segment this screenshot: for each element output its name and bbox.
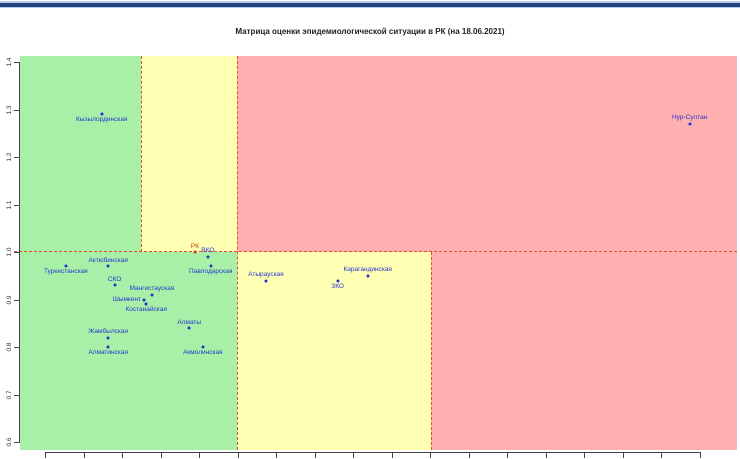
- data-point-marker: [64, 264, 68, 268]
- y-axis-tick: [14, 442, 20, 443]
- zone-top-green: [20, 56, 142, 252]
- x-axis-tick: [661, 453, 662, 458]
- x-axis-tick: [83, 453, 85, 458]
- data-point-label: ЗКО: [331, 282, 344, 290]
- data-point-marker: [336, 279, 340, 282]
- zone-bottom-green: [20, 252, 238, 450]
- data-point-marker: [100, 112, 104, 116]
- data-point-label: Кызылординская: [76, 116, 128, 124]
- x-axis-tick: [468, 453, 470, 458]
- chart-title: Матрица оценки эпидемиологической ситуац…: [235, 27, 505, 36]
- data-point-label: Шымкент: [112, 295, 142, 303]
- data-point-label: Алматинская: [88, 349, 129, 356]
- data-point-label: Костанайская: [125, 306, 167, 314]
- y-tick-label: 1.3: [5, 104, 13, 115]
- data-point-label: Жамбылская: [88, 328, 129, 335]
- x-axis-tick: [507, 453, 508, 458]
- x-axis-tick: [622, 453, 624, 458]
- y-axis-tick: [14, 109, 20, 111]
- data-point-marker: [150, 293, 154, 297]
- data-point-label: РК: [190, 242, 199, 250]
- y-axis-tick: [14, 157, 20, 158]
- data-point-marker: [142, 298, 146, 301]
- y-axis-tick: [14, 252, 20, 253]
- y-axis-tick: [14, 394, 20, 396]
- data-point-label: Мангистауская: [129, 285, 175, 293]
- x-axis-tick: [430, 453, 431, 458]
- x-axis-tick: [353, 453, 354, 458]
- zone-top-red: [237, 56, 737, 252]
- data-point-label: СКО: [107, 275, 122, 283]
- x-axis-tick: [699, 453, 701, 458]
- x-axis-tick: [584, 453, 585, 458]
- data-point-marker: [144, 302, 148, 306]
- data-point-marker: [106, 264, 110, 268]
- data-point-label: Нур-Султан: [671, 114, 708, 122]
- zone-top-yellow: [141, 56, 238, 252]
- zone-bottom-yellow: [237, 252, 431, 450]
- data-point-marker: [206, 255, 210, 259]
- data-point-marker: [193, 250, 197, 254]
- data-point-label: Актюбинская: [88, 256, 128, 264]
- data-point-label: Акмолинская: [183, 349, 223, 356]
- y-tick-label: 0.7: [5, 389, 13, 400]
- data-point-label: Алматы: [177, 318, 202, 326]
- y-axis-tick: [14, 299, 20, 301]
- y-tick-label: 1.0: [5, 247, 13, 257]
- data-point-marker: [113, 283, 117, 287]
- data-point-marker: [106, 345, 110, 349]
- x-axis-tick: [545, 453, 547, 458]
- data-point-label: Павлодарская: [189, 268, 233, 276]
- y-tick-label: 1.4: [5, 57, 13, 67]
- y-axis-tick: [14, 204, 20, 206]
- data-point-label: Атырауская: [248, 271, 284, 278]
- x-axis-tick: [122, 453, 123, 458]
- y-tick-label: 1.1: [5, 199, 13, 210]
- x-axis-tick: [199, 453, 200, 458]
- x-axis-tick: [276, 453, 277, 458]
- data-point-marker: [209, 264, 213, 268]
- y-axis-tick: [14, 62, 20, 63]
- y-axis-tick: [14, 347, 20, 348]
- data-point-marker: [264, 279, 268, 282]
- threshold-line-bottom-yellow-red: [430, 252, 432, 450]
- x-axis-tick: [237, 453, 239, 458]
- zone-bottom-red: [430, 252, 737, 450]
- y-tick-label: 0.6: [5, 437, 13, 447]
- threshold-line-top-green-yellow: [141, 56, 143, 252]
- threshold-line-horizontal: [14, 251, 737, 252]
- x-axis-tick: [391, 453, 393, 458]
- data-point-label: Карагандинская: [343, 266, 392, 274]
- x-axis-tick: [160, 453, 162, 458]
- epidemic-matrix-plot: 1.4 1.3 1.2 1.1 1.0 0.9 0.8 0.7 0.6 Кызылординска…: [6, 56, 737, 458]
- threshold-line-middle: [237, 56, 239, 450]
- x-axis-line: [45, 452, 701, 453]
- data-point-marker: [106, 336, 110, 339]
- top-border-rule: [0, 1, 740, 8]
- x-axis-tick: [45, 453, 46, 458]
- data-point-marker: [187, 326, 191, 330]
- y-tick-label: 0.9: [5, 294, 13, 305]
- y-tick-label: 0.8: [5, 342, 13, 352]
- data-point-marker: [366, 274, 370, 278]
- data-point-label: ВКО: [201, 247, 215, 255]
- data-point-marker: [688, 122, 692, 126]
- data-point-marker: [201, 345, 205, 349]
- x-axis-tick: [314, 453, 316, 458]
- data-point-label: Туркестанская: [44, 268, 88, 276]
- y-tick-label: 1.2: [5, 152, 13, 162]
